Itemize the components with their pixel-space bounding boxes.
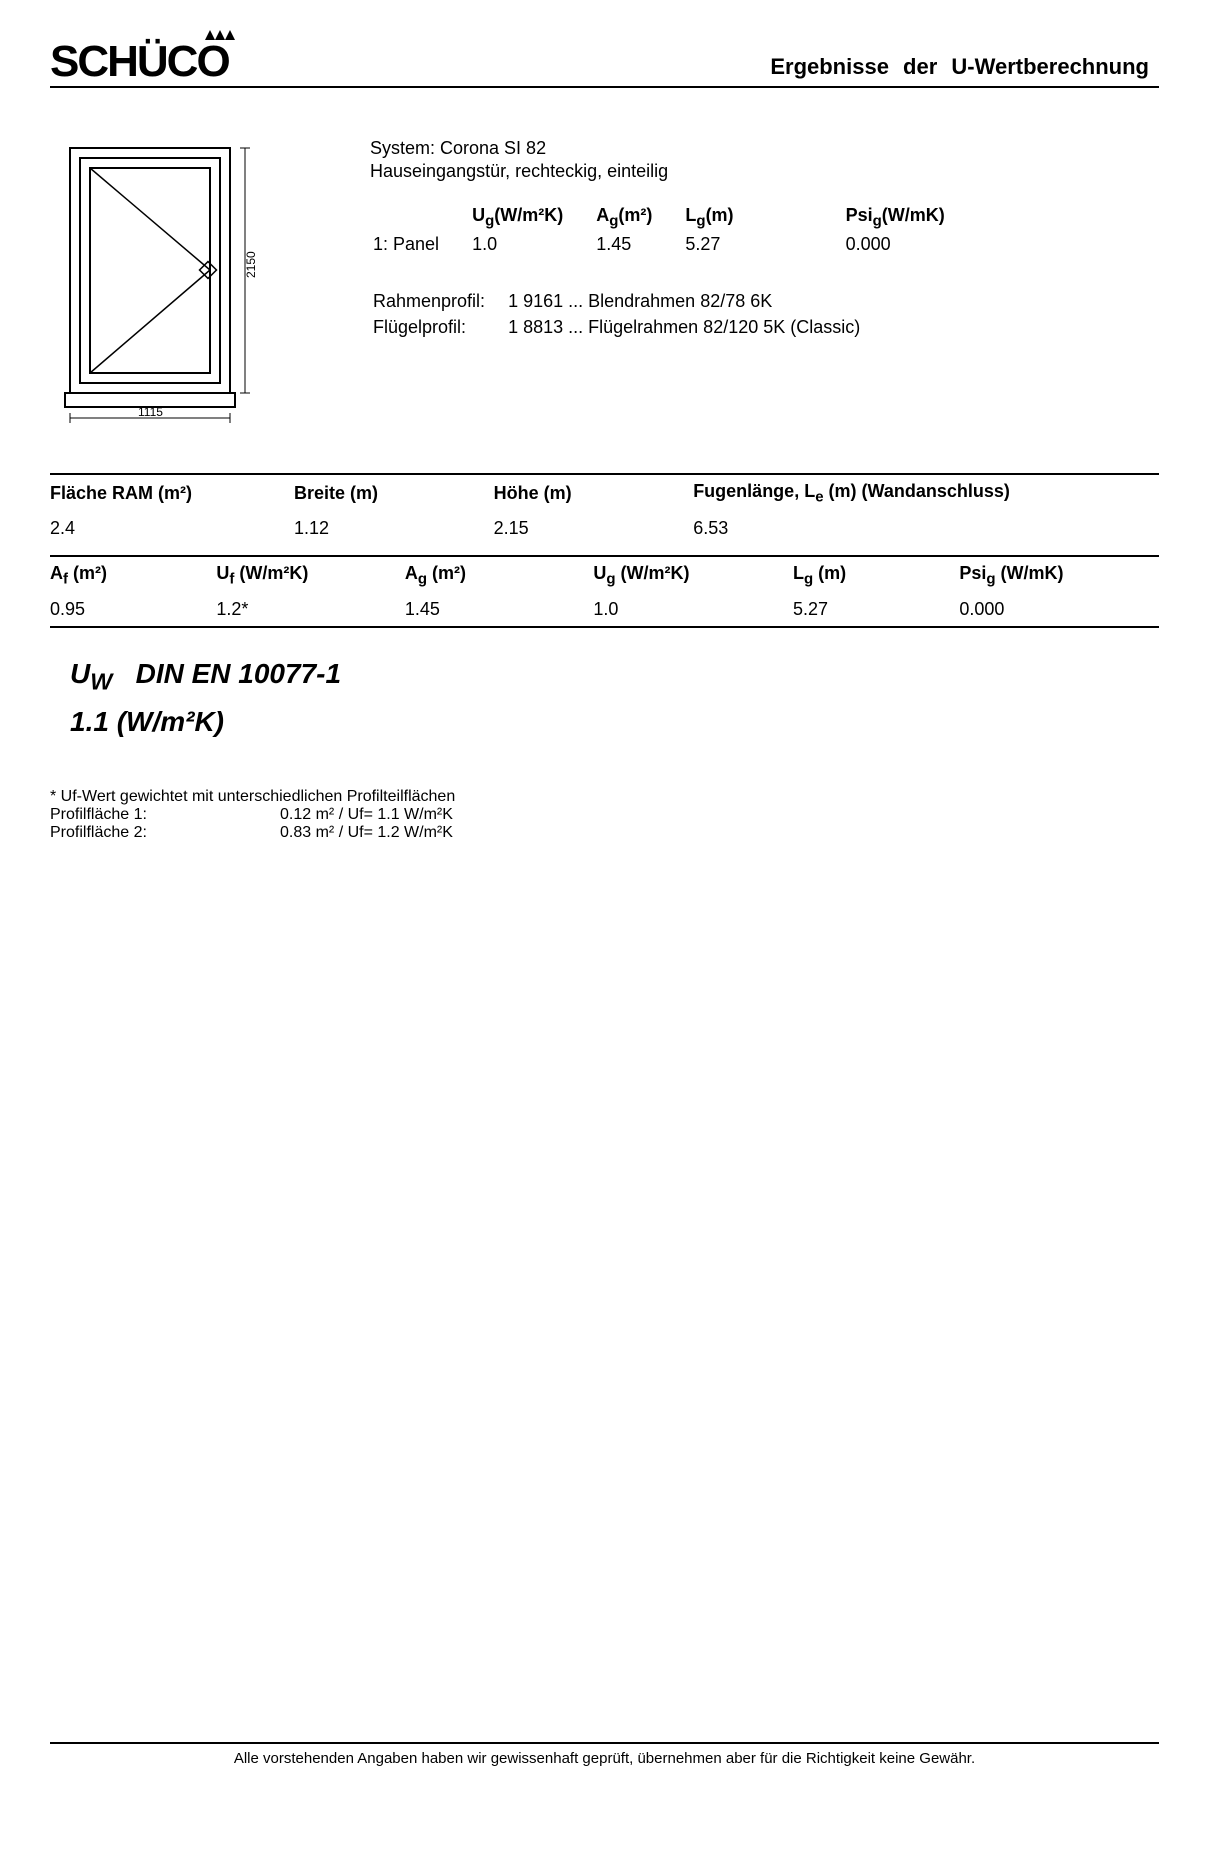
val-lg: 5.27 <box>793 593 959 627</box>
door-diagram: 2150 1115 <box>50 138 280 428</box>
hdr-hoehe: Höhe (m) <box>494 474 694 512</box>
hdr-breite: Breite (m) <box>294 474 494 512</box>
drawing-column: 2150 1115 <box>50 138 330 433</box>
val-psig: 0.000 <box>959 593 1159 627</box>
hdr-ag2: Ag (m²) <box>405 556 594 594</box>
hdr-af: Af (m²) <box>50 556 216 594</box>
result-standard: UW DIN EN 10077-1 <box>70 658 1159 696</box>
hdr-fugen: Fugenlänge, Le (m) (Wandanschluss) <box>693 474 1159 512</box>
fluegel-value: 1 8813 ... Flügelrahmen 82/120 5K (Class… <box>507 316 880 340</box>
panel-hdr-psig: Psig(W/mK) <box>766 204 975 231</box>
hdr-flaeche: Fläche RAM (m²) <box>50 474 294 512</box>
val-ag: 1.45 <box>405 593 594 627</box>
rahmen-label: Rahmenprofil: <box>372 290 505 314</box>
val-fugen: 6.53 <box>693 512 1159 545</box>
logo: SCHÜCO <box>50 40 229 84</box>
panel-hdr-ag: Ag(m²) <box>595 204 682 231</box>
document-title: Ergebnisse der U-Wertberechnung <box>770 54 1159 84</box>
top-info-block: 2150 1115 System: Corona SI 82 Hauseinga… <box>50 138 1159 433</box>
system-info-column: System: Corona SI 82 Hauseingangstür, re… <box>370 138 1159 433</box>
footnote-text: * Uf-Wert gewichtet mit unterschiedliche… <box>50 788 1159 806</box>
footnotes: * Uf-Wert gewichtet mit unterschiedliche… <box>50 788 1159 842</box>
profil2-label: Profilfläche 2: <box>50 824 280 842</box>
profil1-label: Profilfläche 1: <box>50 806 280 824</box>
panel-ag: 1.45 <box>595 233 682 256</box>
hdr-lg2: Lg (m) <box>793 556 959 594</box>
disclaimer: Alle vorstehenden Angaben haben wir gewi… <box>50 1742 1159 1767</box>
hdr-ug2: Ug (W/m²K) <box>593 556 793 594</box>
val-uf: 1.2* <box>216 593 405 627</box>
system-line-1: System: Corona SI 82 <box>370 138 1159 159</box>
dim-width-label: 1115 <box>138 405 163 419</box>
panel-ug: 1.0 <box>471 233 593 256</box>
logo-umlaut-icon <box>205 30 235 40</box>
logo-text: SCHÜCO <box>50 37 229 86</box>
disclaimer-text: Alle vorstehenden Angaben haben wir gewi… <box>234 1750 975 1767</box>
val-af: 0.95 <box>50 593 216 627</box>
panel-hdr-ug: Ug(W/m²K) <box>471 204 593 231</box>
panel-table: Ug(W/m²K) Ag(m²) Lg(m) Psig(W/mK) 1: Pan… <box>370 202 977 258</box>
panel-psig: 0.000 <box>766 233 975 256</box>
val-breite: 1.12 <box>294 512 494 545</box>
val-ug: 1.0 <box>593 593 793 627</box>
panel-row-label: 1: Panel <box>372 233 469 256</box>
profil1-value: 0.12 m² / Uf= 1.1 W/m²K <box>280 806 453 824</box>
profil2-value: 0.83 m² / Uf= 1.2 W/m²K <box>280 824 453 842</box>
rahmen-value: 1 9161 ... Blendrahmen 82/78 6K <box>507 290 880 314</box>
fluegel-label: Flügelprofil: <box>372 316 505 340</box>
val-flaeche: 2.4 <box>50 512 294 545</box>
uvalues-table: Af (m²) Uf (W/m²K) Ag (m²) Ug (W/m²K) Lg… <box>50 555 1159 629</box>
profiles-table: Rahmenprofil: 1 9161 ... Blendrahmen 82/… <box>370 288 882 342</box>
panel-lg: 5.27 <box>684 233 763 256</box>
hdr-uf: Uf (W/m²K) <box>216 556 405 594</box>
system-line-2: Hauseingangstür, rechteckig, einteilig <box>370 161 1159 182</box>
dim-height-label: 2150 <box>244 251 258 278</box>
panel-hdr-lg: Lg(m) <box>684 204 763 231</box>
dimensions-table: Fläche RAM (m²) Breite (m) Höhe (m) Fuge… <box>50 473 1159 545</box>
result-block: UW DIN EN 10077-1 1.1 (W/m²K) <box>70 658 1159 738</box>
result-value: 1.1 (W/m²K) <box>70 706 1159 738</box>
val-hoehe: 2.15 <box>494 512 694 545</box>
hdr-psig2: Psig (W/mK) <box>959 556 1159 594</box>
page-header: SCHÜCO Ergebnisse der U-Wertberechnung <box>50 40 1159 88</box>
